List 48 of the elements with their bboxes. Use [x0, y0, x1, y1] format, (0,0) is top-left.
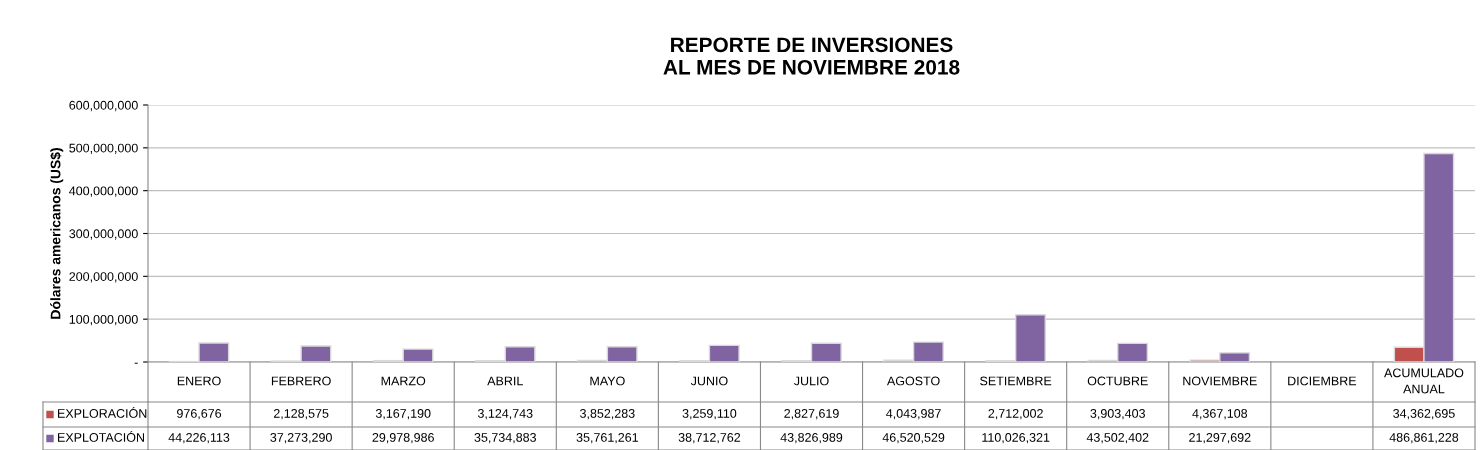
legend-label: EXPLOTACIÓN	[58, 430, 144, 442]
y-axis-title: Dólares americanos (US$)	[50, 148, 64, 319]
x-tick-label: ABRIL	[487, 376, 523, 386]
data-label: 3,167,190	[375, 409, 431, 420]
y-tick-label: 300,000,000	[69, 229, 138, 240]
y-tick-label: 200,000,000	[69, 272, 138, 283]
x-tick-label: ENERO	[177, 376, 221, 386]
data-label: 43,826,989	[780, 433, 843, 444]
y-tick-label: 100,000,000	[69, 314, 138, 326]
x-tick-label: NOVIEMBRE	[1183, 376, 1257, 386]
x-tick-label: OCTUBRE	[1087, 376, 1148, 386]
data-label: 37,273,290	[270, 433, 332, 444]
data-label: 43,502,402	[1086, 433, 1149, 444]
x-tick-label: ACUMULADO ANUAL	[1384, 368, 1464, 394]
data-label: 38,712,762	[678, 433, 741, 444]
x-tick-label: JULIO	[793, 376, 829, 386]
chart-title: REPORTE DE INVERSIONES AL MES DE NOVIEMBRE 2018	[663, 37, 960, 75]
y-tick-label: 500,000,000	[69, 143, 138, 154]
data-label: 35,734,883	[474, 433, 536, 444]
data-label: 3,852,283	[580, 409, 635, 420]
data-label: 3,259,110	[682, 409, 737, 420]
x-tick-label: DICIEMBRE	[1288, 376, 1357, 386]
data-label: 2,827,619	[784, 409, 839, 420]
data-label: 4,367,108	[1192, 409, 1248, 420]
data-label: 110,026,321	[982, 433, 1050, 444]
data-label: 2,128,575	[273, 409, 329, 420]
data-label: 486,861,228	[1389, 433, 1459, 444]
data-label: 4,043,987	[886, 409, 941, 420]
data-label: 35,761,261	[576, 433, 639, 444]
x-tick-label: SETIEMBRE	[980, 376, 1052, 386]
y-tick-label: 400,000,000	[69, 186, 138, 197]
data-label: 2,712,002	[988, 409, 1043, 420]
x-tick-label: MAYO	[590, 376, 625, 386]
legend-label: EXPLORACIÓN	[58, 406, 147, 418]
x-tick-label: AGOSTO	[886, 376, 940, 386]
data-label: 44,226,113	[168, 433, 230, 444]
data-label: 21,297,692	[1189, 433, 1251, 444]
y-tick-label: 600,000,000	[69, 100, 138, 112]
x-tick-label: FEBRERO	[271, 376, 331, 386]
data-label: 976,676	[177, 409, 222, 420]
data-label: 29,978,986	[372, 433, 434, 444]
data-label: 34,362,695	[1393, 409, 1455, 420]
data-label: 46,520,529	[882, 433, 945, 444]
data-label: 3,124,743	[477, 409, 533, 420]
data-label: 3,903,403	[1090, 409, 1145, 420]
x-tick-label: JUNIO	[690, 376, 728, 386]
x-tick-label: MARZO	[381, 376, 426, 386]
y-tick-label: -	[134, 362, 138, 364]
